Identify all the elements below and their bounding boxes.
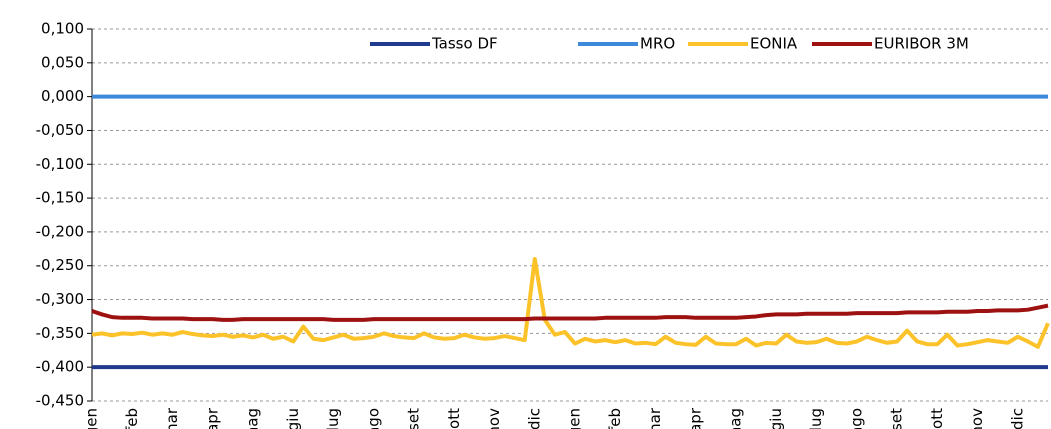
x-tick-label: apr — [686, 407, 704, 429]
x-tick-label: nov — [485, 408, 503, 429]
y-tick-label: -0,250 — [36, 256, 84, 274]
series-line — [91, 303, 1049, 322]
x-tick-label: feb — [606, 408, 624, 429]
legend-label: EURIBOR 3M — [874, 35, 969, 53]
y-tick-label: -0,050 — [36, 121, 84, 139]
x-tick-label: mar — [646, 407, 664, 429]
x-tick-label: nov — [968, 408, 986, 429]
x-tick-label: feb — [123, 408, 141, 429]
x-tick-label: mar — [163, 407, 181, 429]
y-tick-label: 0,050 — [41, 53, 84, 71]
y-tick-label: 0,100 — [41, 20, 84, 38]
x-tick-label: ott — [445, 408, 463, 429]
x-tick-label: ott — [928, 408, 946, 429]
x-tick-label: lug — [807, 408, 825, 429]
x-tick-label: mag — [727, 408, 745, 429]
x-tick-label: gen — [83, 408, 101, 429]
y-tick-label: -0,450 — [36, 392, 84, 410]
x-tick-label: giu — [284, 408, 302, 429]
x-tick-label: ago — [364, 408, 382, 429]
x-tick-label: gen — [566, 408, 584, 429]
y-tick-label: -0,350 — [36, 324, 84, 342]
x-tick-label: dic — [525, 408, 543, 429]
y-tick-label: -0,200 — [36, 222, 84, 240]
legend-label: Tasso DF — [431, 35, 498, 53]
x-tick-label: lug — [324, 408, 342, 429]
legend-label: EONIA — [750, 35, 798, 53]
y-tick-label: -0,400 — [36, 358, 84, 376]
x-tick-label: mag — [244, 408, 262, 429]
x-tick-label: ago — [847, 408, 865, 429]
x-tick-label: apr — [203, 407, 221, 429]
y-tick-label: -0,100 — [36, 155, 84, 173]
y-tick-label: -0,300 — [36, 290, 84, 308]
y-tick-label: 0,000 — [41, 87, 84, 105]
x-tick-label: set — [888, 408, 906, 429]
x-tick-label: dic — [1008, 408, 1026, 429]
y-tick-label: -0,150 — [36, 189, 84, 207]
x-tick-label: giu — [767, 408, 785, 429]
x-tick-label: set — [405, 408, 423, 429]
legend-label: MRO — [640, 35, 675, 53]
series-line — [91, 256, 1050, 349]
